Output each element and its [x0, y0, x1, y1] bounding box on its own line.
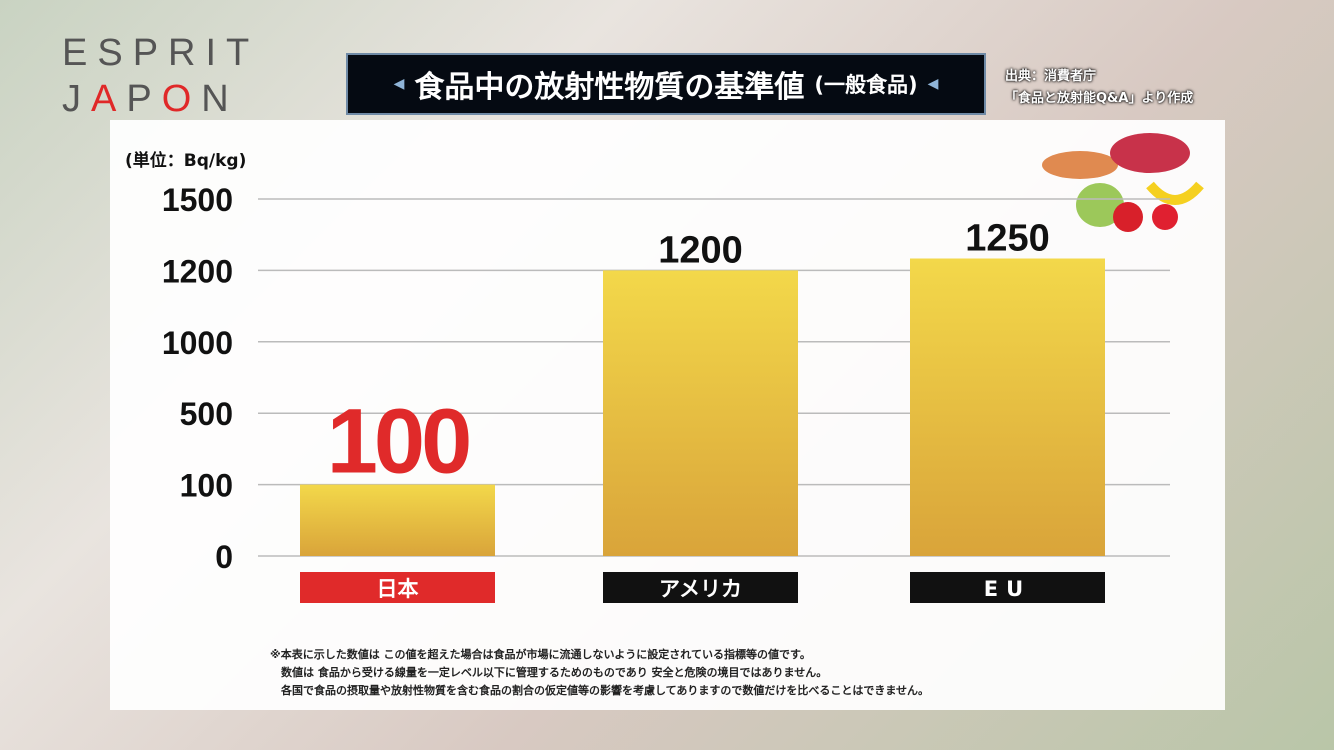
logo-char: N: [201, 78, 239, 120]
category-label: EU: [984, 577, 1031, 601]
triangle-left-icon: ◀: [927, 76, 939, 92]
esprit-japon-logo: ESPRIT JAPON: [62, 30, 259, 122]
logo-char: J: [62, 78, 91, 120]
y-tick-label: 100: [180, 468, 233, 504]
unit-label: (単位：Bq/kg): [125, 151, 247, 171]
footnote-line: 各国で食品の摂取量や放射性物質を含む食品の割合の仮定値等の影響を考慮してあります…: [270, 684, 930, 697]
source-line1: 出典：消費者庁: [1005, 69, 1097, 84]
chart-title: ◀ 食品中の放射性物質の基準値 (一般食品) ◀: [346, 53, 986, 115]
y-tick-label: 500: [180, 396, 233, 432]
bar: [603, 270, 798, 556]
category-label: 日本: [377, 577, 419, 601]
value-label: 1250: [965, 218, 1050, 260]
category-label-bg: [910, 572, 1105, 603]
y-tick-label: 1200: [162, 253, 233, 289]
category-label: アメリカ: [659, 577, 742, 601]
y-tick-label: 1000: [162, 325, 233, 361]
bar: [910, 258, 1105, 556]
y-tick-label: 1500: [162, 182, 233, 218]
logo-char: P: [126, 78, 162, 120]
category-label-bg: [603, 572, 798, 603]
category-label-bg: [300, 572, 495, 603]
logo-char: A: [91, 78, 127, 120]
value-label: 1200: [658, 229, 743, 271]
logo-line1: ESPRIT: [62, 32, 260, 74]
logo-line2: JAPON: [62, 76, 259, 122]
footnote-line: 数値は 食品から受ける線量を一定レベル以下に管理するためのものであり 安全と危険…: [270, 666, 828, 679]
triangle-left-icon: ◀: [393, 76, 405, 92]
bar: [300, 484, 495, 556]
value-label: 100: [327, 391, 469, 493]
y-tick-label: 0: [215, 539, 233, 575]
food-illustration: [1040, 125, 1210, 235]
source-note: 出典：消費者庁 「食品と放射能Q&A」より作成: [1005, 66, 1193, 110]
logo-char: O: [161, 78, 202, 120]
title-sub: (一般食品): [814, 73, 918, 97]
source-line2: 「食品と放射能Q&A」より作成: [1005, 91, 1194, 106]
footnote-line: ※本表に示した数値は この値を超えた場合は食品が市場に流通しないように設定されて…: [270, 648, 811, 661]
footnote: ※本表に示した数値は この値を超えた場合は食品が市場に流通しないように設定されて…: [270, 646, 929, 700]
title-main: 食品中の放射性物質の基準値: [414, 70, 805, 105]
